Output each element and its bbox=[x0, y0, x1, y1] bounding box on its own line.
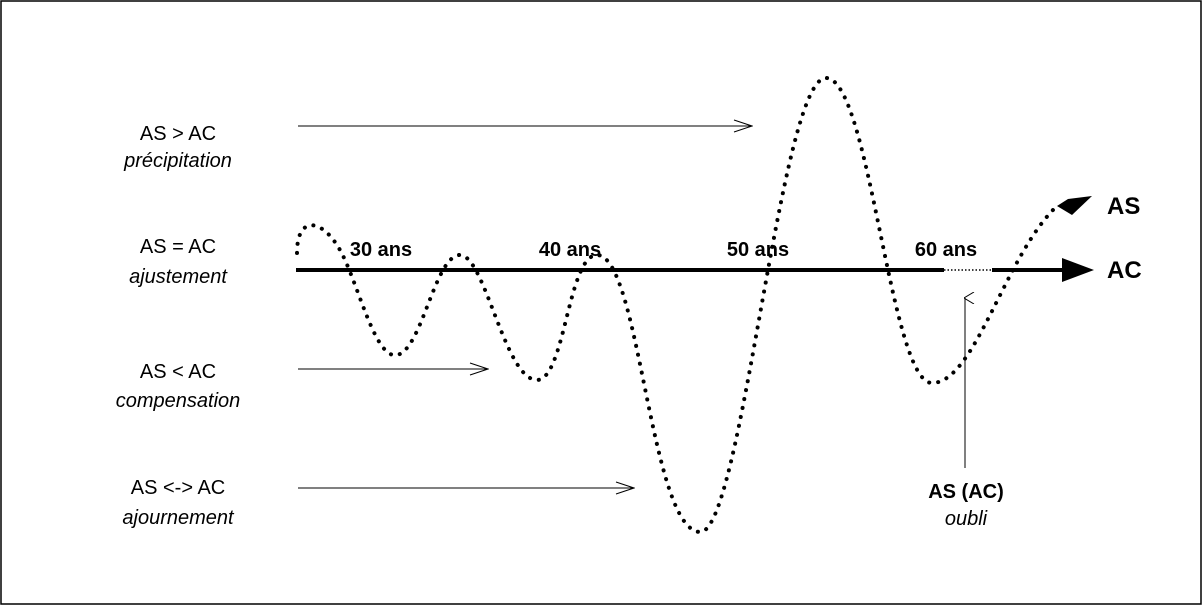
ac-arrowhead bbox=[1062, 258, 1094, 282]
age-label-60: 60 ans bbox=[915, 239, 977, 261]
as-label: AS bbox=[1107, 193, 1140, 220]
term-label-1: précipitation bbox=[123, 150, 232, 172]
term-label-2: ajustement bbox=[129, 266, 228, 288]
age-label-30: 30 ans bbox=[350, 239, 412, 261]
term-label-3: compensation bbox=[116, 390, 241, 412]
ac-label: AC bbox=[1107, 257, 1142, 284]
relation-label-1: AS > AC bbox=[140, 123, 216, 145]
relation-label-3: AS < AC bbox=[140, 361, 216, 383]
relation-label-2: AS = AC bbox=[140, 236, 216, 258]
term-label-4: ajournement bbox=[122, 507, 235, 529]
as-arrowhead bbox=[1057, 196, 1092, 215]
relation-label-4: AS <-> AC bbox=[131, 477, 226, 499]
age-label-50: 50 ans bbox=[727, 239, 789, 261]
age-label-40: 40 ans bbox=[539, 239, 601, 261]
note-term: oubli bbox=[945, 508, 988, 530]
as-curve bbox=[295, 75, 1059, 535]
note-title: AS (AC) bbox=[928, 481, 1004, 503]
